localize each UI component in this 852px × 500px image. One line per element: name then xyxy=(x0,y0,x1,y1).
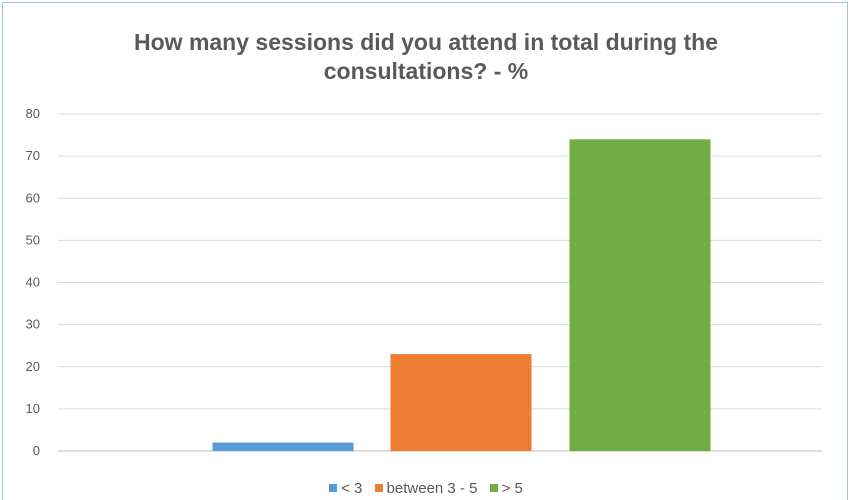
y-tick-label: 80 xyxy=(26,106,40,121)
y-tick-label: 10 xyxy=(26,401,40,416)
legend-swatch-lt3 xyxy=(329,484,338,492)
legend-item-lt3: < 3 xyxy=(329,480,362,498)
y-tick-label: 30 xyxy=(26,317,40,332)
y-tick-label: 60 xyxy=(26,190,40,205)
legend-swatch-gt5 xyxy=(489,484,498,492)
legend-label-lt3: < 3 xyxy=(341,480,363,497)
bar-gt5 xyxy=(569,139,711,451)
legend-item-between-3-5: between 3 - 5 xyxy=(374,480,478,498)
y-tick-label: 20 xyxy=(26,359,40,374)
y-tick-label: 40 xyxy=(26,275,40,290)
y-tick-label: 70 xyxy=(26,148,40,163)
chart-title-line-2: consultations? - % xyxy=(323,58,529,84)
legend-label-between-3-5: between 3 - 5 xyxy=(386,480,478,497)
bar-between-3-5 xyxy=(390,354,532,451)
legend-item-gt5: > 5 xyxy=(489,480,523,498)
legend-swatch-between-3-5 xyxy=(374,484,383,492)
chart-legend: < 3 between 3 - 5 > 5 xyxy=(0,480,852,498)
legend-label-gt5: > 5 xyxy=(501,480,523,497)
chart-title: How many sessions did you attend in tota… xyxy=(0,28,852,86)
chart-title-line-1: How many sessions did you attend in tota… xyxy=(134,29,718,55)
y-tick-label: 50 xyxy=(26,232,40,247)
y-tick-label: 0 xyxy=(33,443,40,458)
bar-lt3 xyxy=(212,442,354,451)
